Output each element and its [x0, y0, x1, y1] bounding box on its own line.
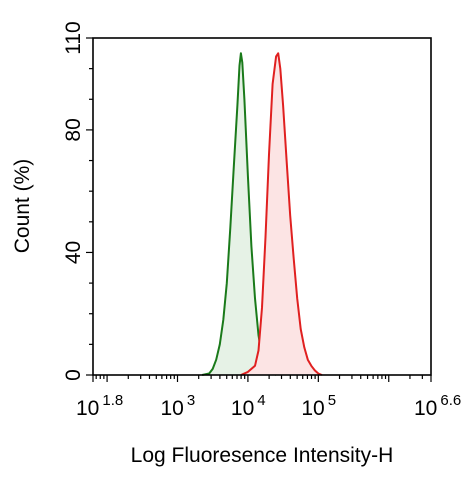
x-tick-label: 10 6.6	[414, 392, 461, 420]
series-2-area	[240, 53, 322, 376]
y-tick-label: 80	[62, 118, 85, 141]
x-axis-tick-labels: 10 1.8 10 3 10 4 10 5 10 6.6	[76, 392, 461, 420]
series-2-line	[240, 52, 323, 376]
y-tick-label: 110	[62, 21, 85, 54]
x-tick-label: 10 5	[301, 392, 336, 420]
y-tick-label: 40	[62, 241, 85, 264]
x-axis-title: Log Fluoresence Intensity-H	[131, 444, 394, 467]
series-layer	[201, 52, 323, 376]
y-axis-title: Count (%)	[11, 159, 34, 254]
x-tick-label: 10 1.8	[76, 392, 123, 420]
x-axis-ticks	[92, 375, 432, 382]
y-axis-tick-labels: 0 40 80 110	[62, 21, 85, 381]
series-1-area	[202, 53, 277, 376]
x-tick-label: 10 3	[161, 392, 196, 420]
y-tick-label: 0	[62, 369, 85, 381]
x-tick-label: 10 4	[231, 392, 266, 420]
plot-frame	[92, 37, 432, 376]
y-axis-ticks	[86, 37, 93, 376]
